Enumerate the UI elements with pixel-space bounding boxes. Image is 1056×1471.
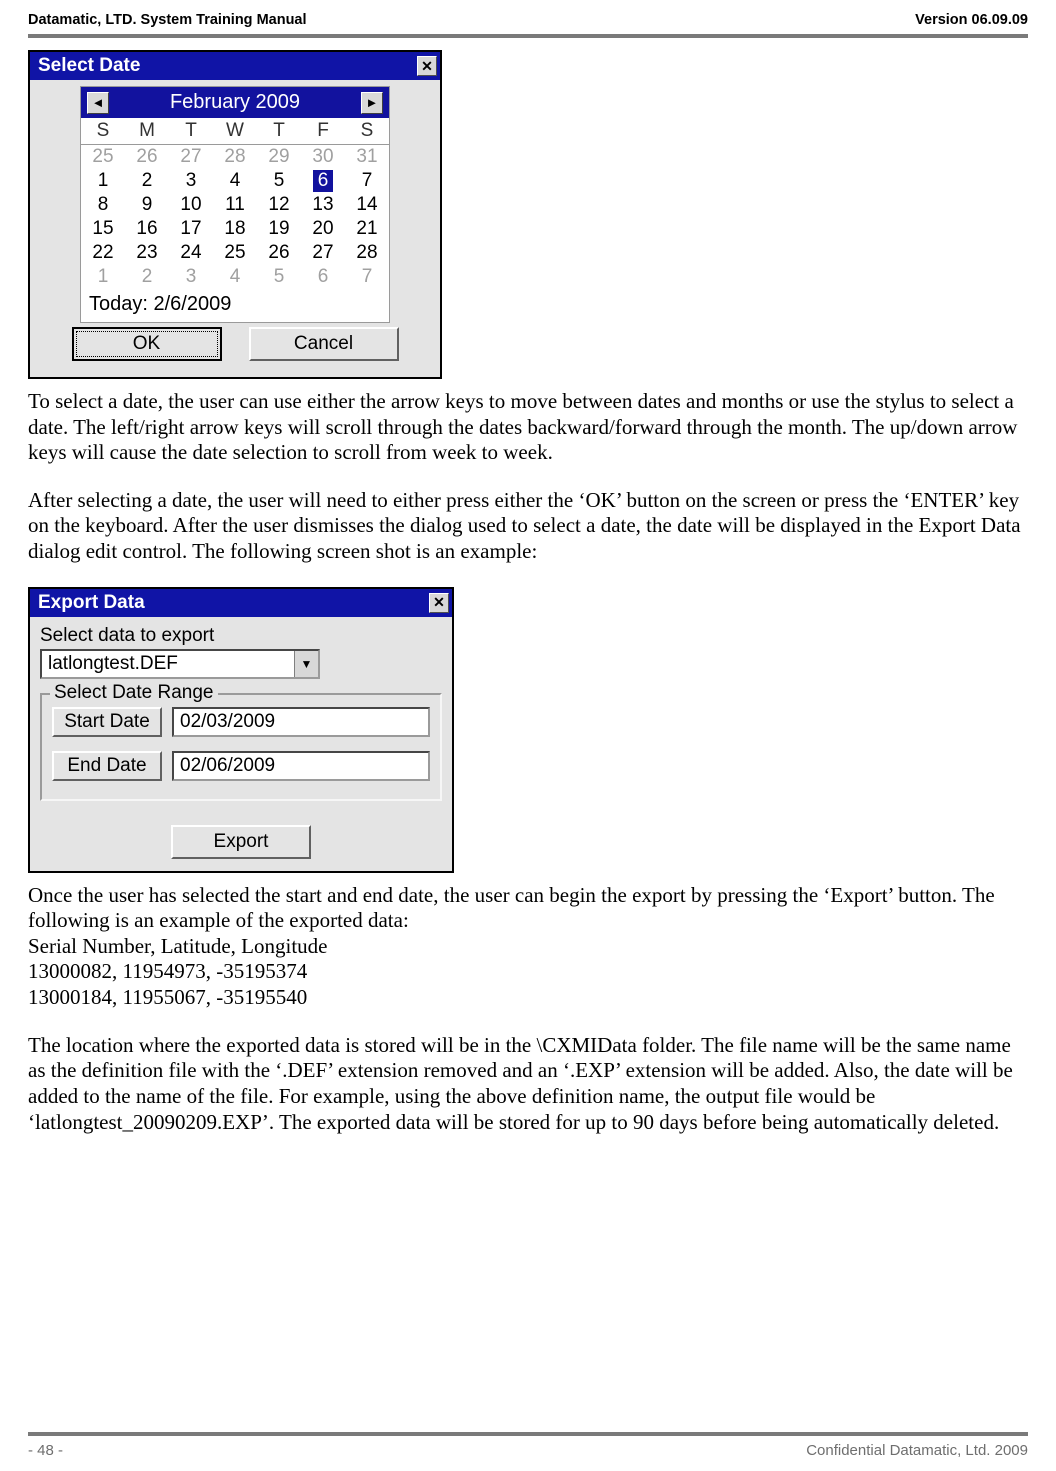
export-data-dialog: Export Data ✕ Select data to export latl… xyxy=(28,587,454,873)
start-date-field[interactable]: 02/03/2009 xyxy=(172,707,430,737)
calendar-day[interactable]: 1 xyxy=(81,169,125,193)
close-icon[interactable]: ✕ xyxy=(417,56,437,76)
day-header: M xyxy=(125,118,169,145)
calendar-day[interactable]: 26 xyxy=(125,145,169,170)
calendar-day[interactable]: 20 xyxy=(301,217,345,241)
calendar-day[interactable]: 28 xyxy=(213,145,257,170)
start-date-button[interactable]: Start Date xyxy=(52,707,162,737)
calendar-day[interactable]: 15 xyxy=(81,217,125,241)
prev-month-button[interactable]: ◄ xyxy=(87,92,109,114)
end-date-button[interactable]: End Date xyxy=(52,751,162,781)
calendar-day[interactable]: 3 xyxy=(169,265,213,289)
today-label[interactable]: Today: 2/6/2009 xyxy=(81,289,389,322)
calendar-day[interactable]: 21 xyxy=(345,217,389,241)
calendar-day[interactable]: 28 xyxy=(345,241,389,265)
calendar-day[interactable]: 23 xyxy=(125,241,169,265)
calendar-day[interactable]: 26 xyxy=(257,241,301,265)
export-sample-line: 13000082, 11954973, -35195374 xyxy=(28,959,1028,985)
footer-right: Confidential Datamatic, Ltd. 2009 xyxy=(806,1442,1028,1459)
combo-value: latlongtest.DEF xyxy=(42,651,294,677)
select-date-dialog: Select Date ✕ ◄ February 2009 ► SMTWTFS … xyxy=(28,50,442,379)
calendar-day[interactable]: 11 xyxy=(213,193,257,217)
paragraph-4: The location where the exported data is … xyxy=(28,1033,1028,1135)
close-icon[interactable]: ✕ xyxy=(429,593,449,613)
page-number: - 48 - xyxy=(28,1442,63,1459)
ok-button[interactable]: OK xyxy=(72,327,222,361)
dialog-title: Export Data xyxy=(38,592,145,614)
date-range-group: Select Date Range Start Date 02/03/2009 … xyxy=(40,693,442,801)
calendar-day[interactable]: 30 xyxy=(301,145,345,170)
calendar-day[interactable]: 25 xyxy=(81,145,125,170)
calendar-day[interactable]: 3 xyxy=(169,169,213,193)
dialog-title: Select Date xyxy=(38,55,140,77)
group-legend: Select Date Range xyxy=(50,682,218,704)
calendar-day[interactable]: 29 xyxy=(257,145,301,170)
day-header: T xyxy=(257,118,301,145)
calendar-day[interactable]: 1 xyxy=(81,265,125,289)
day-header: S xyxy=(81,118,125,145)
export-button[interactable]: Export xyxy=(171,825,311,859)
calendar-day[interactable]: 17 xyxy=(169,217,213,241)
day-header: W xyxy=(213,118,257,145)
calendar-day[interactable]: 5 xyxy=(257,169,301,193)
cancel-button[interactable]: Cancel xyxy=(249,327,399,361)
paragraph-3: Once the user has selected the start and… xyxy=(28,883,1028,934)
calendar-day[interactable]: 24 xyxy=(169,241,213,265)
calendar-day[interactable]: 9 xyxy=(125,193,169,217)
calendar-grid: SMTWTFS 25262728293031123456789101112131… xyxy=(81,118,389,289)
header-left: Datamatic, LTD. System Training Manual xyxy=(28,12,307,28)
day-header: S xyxy=(345,118,389,145)
chevron-down-icon[interactable]: ▼ xyxy=(294,651,318,677)
header-rule xyxy=(28,34,1028,38)
calendar-day[interactable]: 12 xyxy=(257,193,301,217)
calendar-day[interactable]: 7 xyxy=(345,265,389,289)
export-select-combo[interactable]: latlongtest.DEF ▼ xyxy=(40,649,320,679)
calendar-day[interactable]: 5 xyxy=(257,265,301,289)
calendar-day[interactable]: 19 xyxy=(257,217,301,241)
next-month-button[interactable]: ► xyxy=(361,92,383,114)
select-data-label: Select data to export xyxy=(40,625,442,647)
calendar-day[interactable]: 2 xyxy=(125,265,169,289)
calendar-day[interactable]: 4 xyxy=(213,265,257,289)
calendar-day[interactable]: 27 xyxy=(301,241,345,265)
calendar-day[interactable]: 6 xyxy=(301,169,345,193)
calendar-day[interactable]: 22 xyxy=(81,241,125,265)
day-header: T xyxy=(169,118,213,145)
export-sample-line: 13000184, 11955067, -35195540 xyxy=(28,985,1028,1011)
calendar: ◄ February 2009 ► SMTWTFS 25262728293031… xyxy=(80,86,390,323)
header-right: Version 06.09.09 xyxy=(915,12,1028,28)
month-label: February 2009 xyxy=(170,91,300,114)
calendar-day[interactable]: 31 xyxy=(345,145,389,170)
calendar-day[interactable]: 6 xyxy=(301,265,345,289)
calendar-day[interactable]: 14 xyxy=(345,193,389,217)
calendar-day[interactable]: 10 xyxy=(169,193,213,217)
export-sample-line: Serial Number, Latitude, Longitude xyxy=(28,934,1028,960)
calendar-day[interactable]: 7 xyxy=(345,169,389,193)
calendar-day[interactable]: 18 xyxy=(213,217,257,241)
paragraph-2: After selecting a date, the user will ne… xyxy=(28,488,1028,565)
calendar-day[interactable]: 8 xyxy=(81,193,125,217)
calendar-day[interactable]: 4 xyxy=(213,169,257,193)
calendar-day[interactable]: 13 xyxy=(301,193,345,217)
paragraph-1: To select a date, the user can use eithe… xyxy=(28,389,1028,466)
day-header: F xyxy=(301,118,345,145)
calendar-day[interactable]: 2 xyxy=(125,169,169,193)
end-date-field[interactable]: 02/06/2009 xyxy=(172,751,430,781)
calendar-day[interactable]: 16 xyxy=(125,217,169,241)
calendar-day[interactable]: 25 xyxy=(213,241,257,265)
calendar-day[interactable]: 27 xyxy=(169,145,213,170)
